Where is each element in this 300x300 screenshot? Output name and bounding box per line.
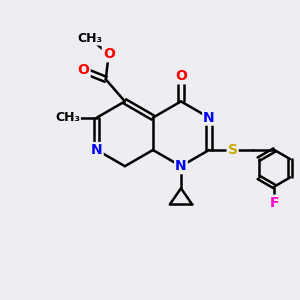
Text: O: O	[175, 69, 187, 83]
Text: S: S	[228, 143, 238, 157]
Text: N: N	[175, 159, 187, 173]
Text: CH₃: CH₃	[55, 111, 80, 124]
Text: CH₃: CH₃	[77, 32, 102, 45]
Text: N: N	[91, 143, 103, 157]
Text: O: O	[78, 64, 90, 77]
Text: O: O	[103, 47, 115, 61]
Text: F: F	[270, 196, 279, 210]
Text: N: N	[203, 111, 215, 124]
